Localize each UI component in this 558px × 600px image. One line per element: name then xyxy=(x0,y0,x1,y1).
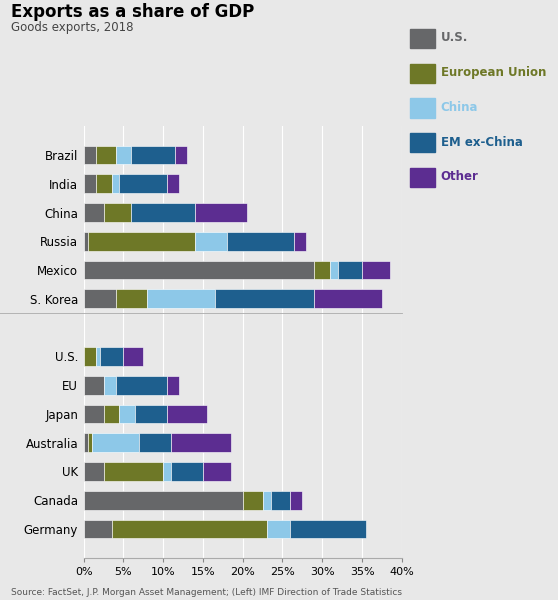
Bar xyxy=(267,520,290,538)
Bar xyxy=(167,404,207,423)
Bar xyxy=(84,203,104,222)
Bar xyxy=(147,289,215,308)
Bar xyxy=(330,261,338,280)
Bar xyxy=(104,203,132,222)
Bar xyxy=(84,261,314,280)
Bar xyxy=(84,175,95,193)
Bar xyxy=(84,289,116,308)
Bar xyxy=(338,261,362,280)
Bar xyxy=(271,491,291,509)
Text: U.S.: U.S. xyxy=(441,31,468,44)
Text: Goods exports, 2018: Goods exports, 2018 xyxy=(11,21,134,34)
Bar xyxy=(215,289,314,308)
Bar xyxy=(84,433,88,452)
Bar xyxy=(243,491,263,509)
Bar xyxy=(227,232,295,251)
Text: Source: FactSet, J.P. Morgan Asset Management; (Left) IMF Direction of Trade Sta: Source: FactSet, J.P. Morgan Asset Manag… xyxy=(11,588,402,597)
Bar xyxy=(171,433,231,452)
Bar xyxy=(119,175,167,193)
Bar xyxy=(84,462,104,481)
Bar xyxy=(119,404,136,423)
Bar xyxy=(295,232,306,251)
Bar xyxy=(132,146,175,164)
Bar xyxy=(116,289,147,308)
Bar xyxy=(116,376,167,395)
Bar xyxy=(84,520,112,538)
Bar xyxy=(104,462,163,481)
Bar xyxy=(95,175,112,193)
Bar xyxy=(291,520,366,538)
Bar xyxy=(84,347,95,366)
Bar xyxy=(95,347,100,366)
Bar xyxy=(263,491,271,509)
Text: Exports as a share of GDP: Exports as a share of GDP xyxy=(11,3,254,21)
Bar xyxy=(136,404,167,423)
Bar xyxy=(314,289,382,308)
Bar xyxy=(88,433,92,452)
Text: Other: Other xyxy=(441,170,479,184)
Bar xyxy=(84,404,104,423)
Bar xyxy=(362,261,390,280)
Bar xyxy=(123,347,143,366)
Bar xyxy=(132,203,195,222)
Bar xyxy=(104,376,116,395)
Bar xyxy=(140,433,171,452)
Bar xyxy=(100,347,123,366)
Text: China: China xyxy=(441,101,478,114)
Bar xyxy=(203,462,231,481)
Bar xyxy=(175,146,187,164)
Bar xyxy=(163,462,171,481)
Bar xyxy=(84,376,104,395)
Bar xyxy=(314,261,330,280)
Bar xyxy=(84,491,243,509)
Bar xyxy=(116,146,132,164)
Bar xyxy=(195,203,247,222)
Text: EM ex-China: EM ex-China xyxy=(441,136,523,149)
Bar xyxy=(291,491,302,509)
Bar xyxy=(112,175,119,193)
Bar xyxy=(112,520,267,538)
Bar xyxy=(92,433,140,452)
Bar xyxy=(88,232,195,251)
Bar xyxy=(84,232,88,251)
Bar xyxy=(195,232,227,251)
Bar xyxy=(104,404,119,423)
Bar xyxy=(95,146,116,164)
Bar xyxy=(84,146,95,164)
Text: European Union: European Union xyxy=(441,66,546,79)
Bar xyxy=(171,462,203,481)
Bar xyxy=(167,175,179,193)
Bar xyxy=(167,376,179,395)
